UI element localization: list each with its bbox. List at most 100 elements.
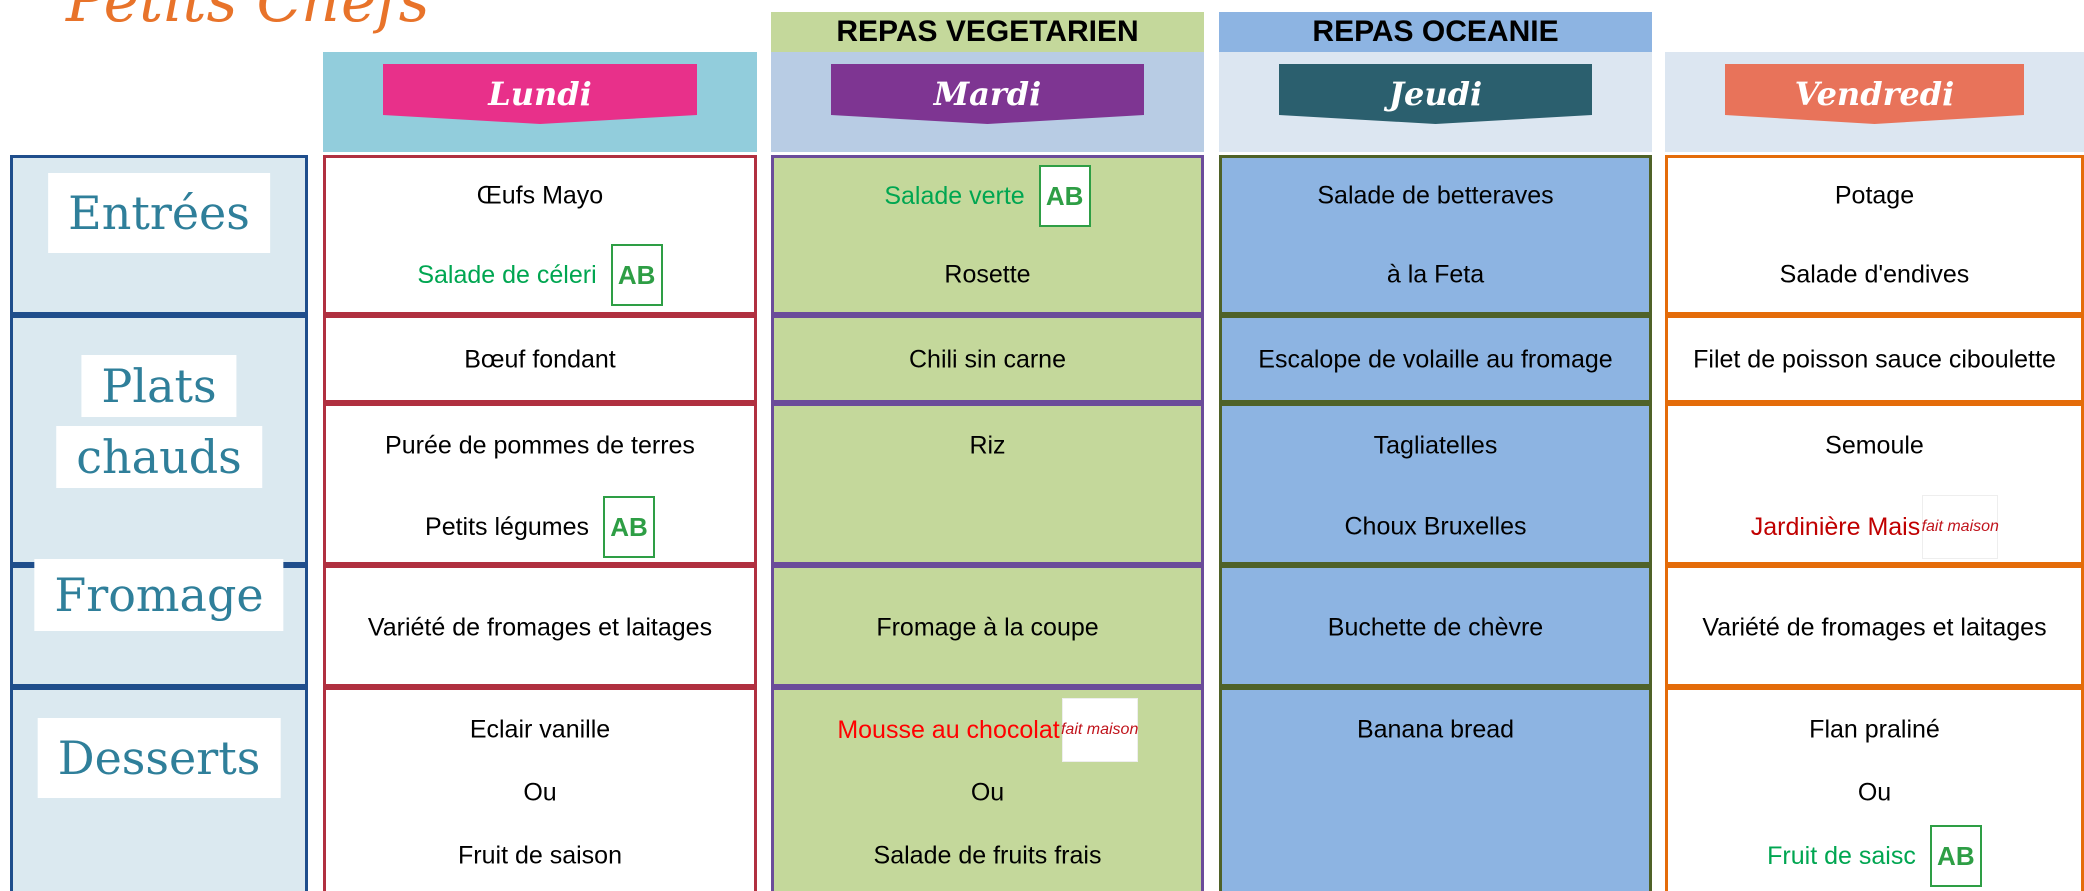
section-label: Fromage bbox=[34, 559, 284, 631]
menu-item: Escalope de volaille au fromage bbox=[1219, 346, 1652, 375]
menu-item: Potage bbox=[1665, 182, 2084, 211]
menu-cell bbox=[323, 565, 757, 687]
dish-name: Flan praliné bbox=[1809, 715, 1940, 744]
menu-item: Ou bbox=[771, 779, 1204, 808]
menu-cell bbox=[1219, 687, 1652, 891]
menu-item: Salade verte AB bbox=[771, 165, 1204, 227]
menu-item: Choux Bruxelles bbox=[1219, 513, 1652, 542]
dish-name: Salade de fruits frais bbox=[873, 841, 1102, 870]
dish-name: Escalope de volaille au fromage bbox=[1258, 345, 1613, 374]
dish-name: Fruit de saison bbox=[458, 841, 622, 870]
menu-item: Jardinière Mais fait maison bbox=[1665, 495, 2084, 559]
dish-name: Purée de pommes de terres bbox=[385, 431, 695, 460]
menu-cell bbox=[1219, 565, 1652, 687]
page-title: Petits Chefs bbox=[66, 0, 430, 36]
dish-name: Eclair vanille bbox=[469, 715, 611, 744]
menu-cell bbox=[1665, 403, 2084, 565]
badge: AB bbox=[602, 496, 655, 558]
menu-cell bbox=[771, 565, 1204, 687]
dish-name: Ou bbox=[523, 778, 557, 807]
dish-name: à la Feta bbox=[1386, 260, 1485, 289]
menu-item: Salade de fruits frais bbox=[771, 842, 1204, 871]
menu-item: Riz bbox=[771, 432, 1204, 461]
menu-item: Fruit de saison bbox=[323, 842, 757, 871]
banner: REPAS OCEANIE bbox=[1219, 12, 1652, 52]
menu-item: Rosette bbox=[771, 261, 1204, 290]
menu-item: Petits légumes AB bbox=[323, 496, 757, 558]
menu-cell bbox=[1665, 565, 2084, 687]
menu-item: Flan praliné bbox=[1665, 716, 2084, 745]
dish-name: Variété de fromages et laitages bbox=[367, 613, 713, 642]
day-ribbon: Jeudi bbox=[1279, 64, 1592, 124]
day-header: Jeudi bbox=[1219, 52, 1652, 152]
menu-cell bbox=[1665, 687, 2084, 891]
menu-item: Bœuf fondant bbox=[323, 346, 757, 375]
section-label: Entrées bbox=[48, 173, 270, 253]
menu-item: Mousse au chocolat fait maison bbox=[771, 698, 1204, 762]
menu-cell bbox=[323, 315, 757, 403]
dish-name: Salade de betteraves bbox=[1317, 181, 1554, 210]
dish-name: Tagliatelles bbox=[1373, 431, 1498, 460]
dish-name: Fruit de saisc bbox=[1767, 841, 1916, 870]
menu-item: Ou bbox=[323, 779, 757, 808]
menu-cell bbox=[323, 403, 757, 565]
menu-cell bbox=[771, 403, 1204, 565]
menu-item: Œufs Mayo bbox=[323, 182, 757, 211]
dish-name: Banana bread bbox=[1356, 715, 1515, 744]
menu-cell bbox=[771, 315, 1204, 403]
menu-item: Salade de betteraves bbox=[1219, 182, 1652, 211]
menu-cell bbox=[1219, 315, 1652, 403]
menu-item: Semoule bbox=[1665, 432, 2084, 461]
day-header: Vendredi bbox=[1665, 52, 2084, 152]
section-cell: Fromage bbox=[10, 559, 308, 687]
menu-cell bbox=[1665, 155, 2084, 315]
day-ribbon: Vendredi bbox=[1725, 64, 2024, 124]
menu-item: Fruit de saisc AB bbox=[1665, 825, 2084, 887]
badge: fait maison bbox=[1922, 495, 1999, 559]
dish-name: Fromage à la coupe bbox=[876, 613, 1099, 642]
menu-item: Buchette de chèvre bbox=[1219, 614, 1652, 643]
dish-name: Choux Bruxelles bbox=[1344, 512, 1527, 541]
dish-name: Variété de fromages et laitages bbox=[1702, 613, 2047, 642]
menu-cell bbox=[323, 155, 757, 315]
menu-item: Variété de fromages et laitages bbox=[323, 614, 757, 643]
dish-name: Mousse au chocolat bbox=[837, 715, 1060, 744]
badge: fait maison bbox=[1061, 698, 1138, 762]
section-label: chauds bbox=[56, 426, 262, 488]
badge: AB bbox=[1038, 165, 1091, 227]
dish-name: Petits légumes bbox=[425, 512, 589, 541]
menu-cell bbox=[323, 687, 757, 891]
menu-item: Filet de poisson sauce ciboulette bbox=[1665, 346, 2084, 375]
menu-item: Purée de pommes de terres bbox=[323, 432, 757, 461]
dish-name: Ou bbox=[1857, 778, 1892, 807]
menu-item: Salade d'endives bbox=[1665, 261, 2084, 290]
day-header: Lundi bbox=[323, 52, 757, 152]
dish-name: Salade verte bbox=[884, 181, 1025, 210]
badge: AB bbox=[1929, 825, 1982, 887]
menu-item: Variété de fromages et laitages bbox=[1665, 614, 2084, 643]
menu-item: Salade de céleri AB bbox=[323, 244, 757, 306]
dish-name: Filet de poisson sauce ciboulette bbox=[1693, 345, 2056, 374]
section-cell: Entrées bbox=[10, 155, 308, 315]
dish-name: Œufs Mayo bbox=[476, 181, 604, 210]
day-header: Mardi bbox=[771, 52, 1204, 152]
dish-name: Potage bbox=[1834, 181, 1915, 210]
section-label: Plats bbox=[81, 355, 237, 417]
dish-name: Salade de céleri bbox=[417, 260, 597, 289]
section-label: Desserts bbox=[37, 718, 281, 798]
menu-cell bbox=[1665, 315, 2084, 403]
menu-item: Eclair vanille bbox=[323, 716, 757, 745]
day-ribbon: Mardi bbox=[831, 64, 1144, 124]
banner: REPAS VEGETARIEN bbox=[771, 12, 1204, 52]
menu-item: Chili sin carne bbox=[771, 346, 1204, 375]
badge: AB bbox=[610, 244, 663, 306]
menu-cell bbox=[1219, 155, 1652, 315]
dish-name: Rosette bbox=[944, 260, 1031, 289]
section-cell: Plats chauds bbox=[10, 315, 308, 565]
menu-item: Banana bread bbox=[1219, 716, 1652, 745]
menu-cell bbox=[771, 155, 1204, 315]
dish-name: Bœuf fondant bbox=[464, 345, 616, 374]
dish-name: Jardinière Mais bbox=[1750, 512, 1921, 541]
menu-item: Fromage à la coupe bbox=[771, 614, 1204, 643]
